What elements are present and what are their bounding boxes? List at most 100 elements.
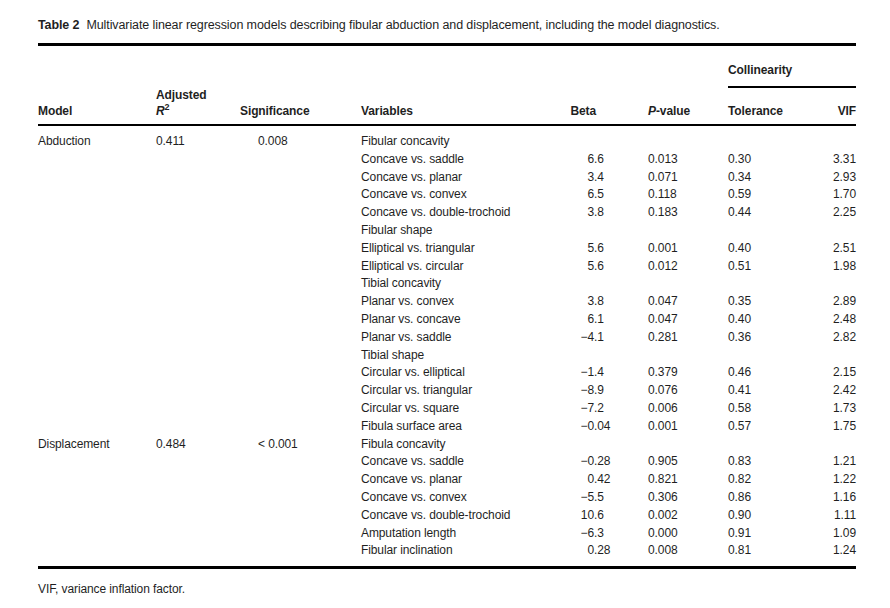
table-row: Displacement 0.484 < 0.001 Fibula concav… xyxy=(38,436,856,454)
p-value-cell: 0.047 xyxy=(614,293,700,311)
paper-table-figure: Table 2Multivariate linear regression mo… xyxy=(0,0,890,608)
p-value-cell: 0.006 xyxy=(614,400,700,418)
p-value-cell: 0.012 xyxy=(614,258,700,276)
tolerance-cell: 0.91 xyxy=(700,525,806,543)
beta-cell: −1.4 xyxy=(560,364,614,382)
variable-cell: Concave vs. convex xyxy=(361,186,560,204)
table-row: Circular vs. triangular −8.9 0.076 0.41 … xyxy=(38,382,856,400)
table-row: Tibial shape xyxy=(38,347,856,365)
variable-cell: Tibial concavity xyxy=(361,275,560,293)
model-cell xyxy=(38,453,156,471)
p-value-cell: 0.905 xyxy=(614,453,700,471)
beta-cell: 5.6 xyxy=(560,258,614,276)
tolerance-cell: 0.51 xyxy=(700,258,806,276)
tolerance-cell: 0.44 xyxy=(700,204,806,222)
p-value-cell: 0.047 xyxy=(614,311,700,329)
variable-cell: Concave vs. planar xyxy=(361,169,560,187)
vif-cell: 2.89 xyxy=(806,293,856,311)
beta-cell xyxy=(560,436,614,454)
adjusted-r2-cell xyxy=(156,382,240,400)
table-row: Abduction 0.411 0.008 Fibular concavity xyxy=(38,125,856,151)
adjusted-r2-cell xyxy=(156,311,240,329)
variable-cell: Concave vs. saddle xyxy=(361,151,560,169)
variable-cell: Planar vs. concave xyxy=(361,311,560,329)
model-cell xyxy=(38,240,156,258)
table-row: Amputation length −6.3 0.000 0.91 1.09 xyxy=(38,525,856,543)
adjusted-r2-cell xyxy=(156,525,240,543)
tolerance-cell: 0.82 xyxy=(700,471,806,489)
adjusted-r2-cell xyxy=(156,347,240,365)
table-row: Fibular shape xyxy=(38,222,856,240)
beta-cell xyxy=(560,347,614,365)
vif-cell: 1.16 xyxy=(806,489,856,507)
significance-cell xyxy=(240,489,361,507)
adjusted-r2-cell xyxy=(156,507,240,525)
beta-cell: −0.28 xyxy=(560,453,614,471)
variable-cell: Circular vs. triangular xyxy=(361,382,560,400)
vif-cell: 2.25 xyxy=(806,204,856,222)
variable-cell: Planar vs. saddle xyxy=(361,329,560,347)
p-value-cell xyxy=(614,436,700,454)
variable-cell: Fibula concavity xyxy=(361,436,560,454)
column-header-model: Model xyxy=(38,88,156,125)
variable-cell: Concave vs. planar xyxy=(361,471,560,489)
tolerance-cell: 0.81 xyxy=(700,542,806,567)
significance-cell xyxy=(240,275,361,293)
table-row: Concave vs. convex 6.5 0.118 0.59 1.70 xyxy=(38,186,856,204)
significance-cell xyxy=(240,364,361,382)
significance-cell xyxy=(240,400,361,418)
vif-cell: 2.82 xyxy=(806,329,856,347)
adjusted-r2-cell xyxy=(156,222,240,240)
significance-cell xyxy=(240,329,361,347)
vif-cell: 1.22 xyxy=(806,471,856,489)
table-row: Concave vs. planar 0.42 0.821 0.82 1.22 xyxy=(38,471,856,489)
adjusted-r2-cell xyxy=(156,471,240,489)
p-value-cell: 0.000 xyxy=(614,525,700,543)
adjusted-r2-cell xyxy=(156,204,240,222)
variable-cell: Concave vs. convex xyxy=(361,489,560,507)
tolerance-cell xyxy=(700,125,806,151)
adjusted-r2-cell xyxy=(156,293,240,311)
vif-cell: 2.15 xyxy=(806,364,856,382)
adjusted-label: Adjusted xyxy=(156,88,240,102)
tolerance-cell xyxy=(700,436,806,454)
beta-cell: 0.42 xyxy=(560,471,614,489)
vif-cell: 3.31 xyxy=(806,151,856,169)
table-row: Fibula surface area −0.04 0.001 0.57 1.7… xyxy=(38,418,856,436)
p-value-cell: 0.001 xyxy=(614,418,700,436)
tolerance-cell: 0.57 xyxy=(700,418,806,436)
table-caption: Table 2Multivariate linear regression mo… xyxy=(38,17,856,33)
adjusted-r2-cell xyxy=(156,329,240,347)
table-row: Concave vs. saddle 6.6 0.013 0.30 3.31 xyxy=(38,151,856,169)
variable-cell: Elliptical vs. circular xyxy=(361,258,560,276)
tolerance-cell: 0.59 xyxy=(700,186,806,204)
model-cell xyxy=(38,347,156,365)
adjusted-r2-cell xyxy=(156,364,240,382)
variable-cell: Fibular inclination xyxy=(361,542,560,567)
beta-cell: −0.04 xyxy=(560,418,614,436)
adjusted-r2-cell xyxy=(156,169,240,187)
column-header-significance: Significance xyxy=(240,88,361,125)
vif-cell xyxy=(806,125,856,151)
variable-cell: Concave vs. double-trochoid xyxy=(361,507,560,525)
model-cell xyxy=(38,489,156,507)
vif-cell: 1.09 xyxy=(806,525,856,543)
table-footnote: VIF, variance inflation factor. xyxy=(38,582,856,596)
p-value-cell: 0.118 xyxy=(614,186,700,204)
significance-cell xyxy=(240,542,361,567)
column-header-adjusted-r2: Adjusted R2 xyxy=(156,88,240,125)
beta-cell: 3.8 xyxy=(560,204,614,222)
table-body: Abduction 0.411 0.008 Fibular concavity … xyxy=(38,125,856,568)
adjusted-r2-cell xyxy=(156,489,240,507)
vif-cell: 2.42 xyxy=(806,382,856,400)
vif-cell: 1.75 xyxy=(806,418,856,436)
vif-cell: 2.93 xyxy=(806,169,856,187)
column-header-tolerance: Tolerance xyxy=(700,88,806,125)
variable-cell: Fibular concavity xyxy=(361,125,560,151)
beta-cell: −5.5 xyxy=(560,489,614,507)
variable-cell: Fibular shape xyxy=(361,222,560,240)
model-cell xyxy=(38,293,156,311)
table-row: Planar vs. saddle −4.1 0.281 0.36 2.82 xyxy=(38,329,856,347)
significance-cell xyxy=(240,453,361,471)
beta-cell xyxy=(560,275,614,293)
